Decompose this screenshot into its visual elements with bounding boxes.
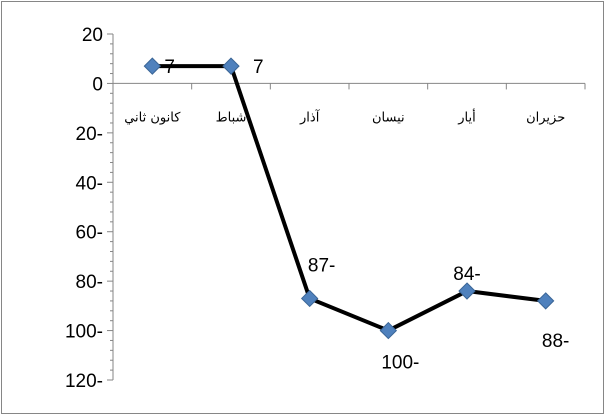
x-tick-label: حزيران bbox=[526, 110, 565, 125]
data-label: 100- bbox=[381, 353, 419, 374]
data-point-marker bbox=[458, 282, 476, 300]
y-tick-label: 80- bbox=[76, 272, 103, 293]
x-tick-label: آذار bbox=[299, 108, 321, 125]
y-tick-label: 60- bbox=[76, 223, 103, 244]
x-tick-label: أيار bbox=[457, 108, 475, 125]
x-tick-label: كانون ثاني bbox=[124, 110, 181, 125]
data-point-marker bbox=[143, 57, 162, 75]
data-label: 7 bbox=[253, 57, 264, 78]
data-point-marker bbox=[222, 57, 240, 75]
y-tick-label: 120- bbox=[65, 371, 103, 392]
data-label: 87- bbox=[308, 255, 335, 276]
data-point-marker bbox=[379, 321, 398, 340]
data-point-marker bbox=[536, 292, 555, 310]
y-tick-label: 40- bbox=[76, 173, 103, 194]
y-tick-label: 20 bbox=[82, 25, 103, 46]
y-tick-label: 0 bbox=[92, 74, 103, 95]
y-tick-label: 100- bbox=[65, 322, 103, 343]
x-tick-label: نيسان bbox=[372, 110, 405, 125]
series-line bbox=[152, 64, 546, 333]
x-tick-label: شباط bbox=[216, 110, 247, 125]
data-label: 7 bbox=[164, 57, 175, 78]
data-label: 88- bbox=[542, 331, 569, 352]
data-point-marker bbox=[300, 289, 319, 308]
y-tick-label: 20- bbox=[76, 124, 103, 145]
data-label: 84- bbox=[453, 264, 480, 285]
